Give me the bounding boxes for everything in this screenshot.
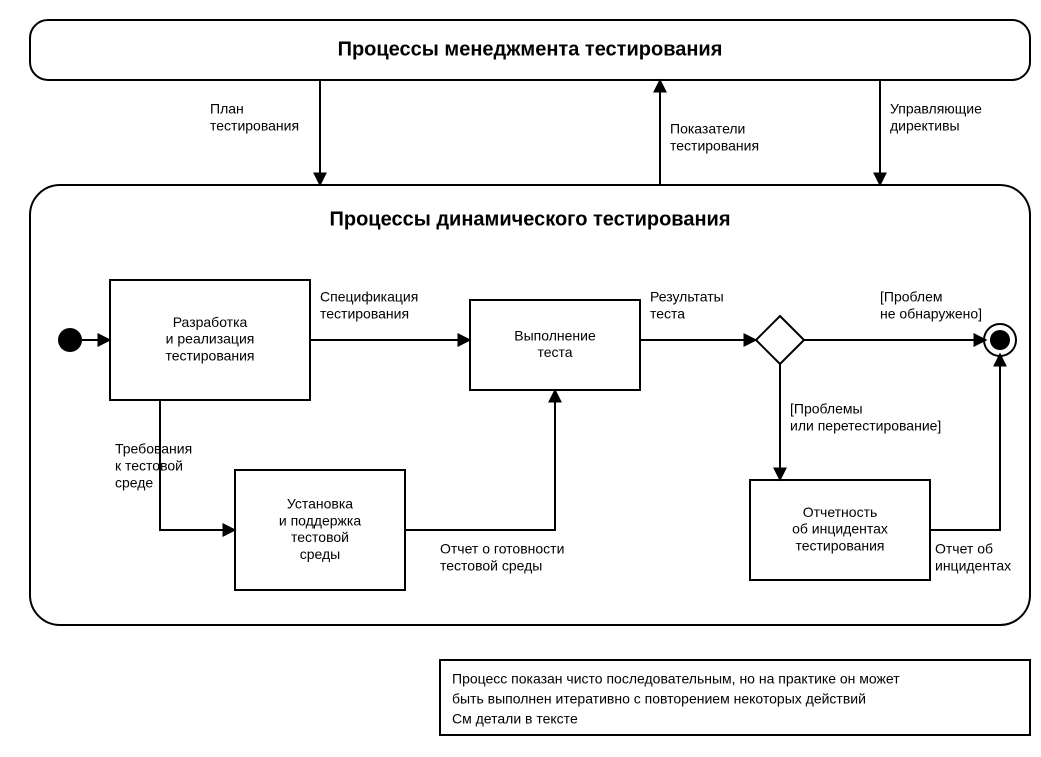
svg-text:к тестовой: к тестовой	[115, 458, 183, 474]
end-node	[990, 330, 1010, 350]
svg-text:Выполнение: Выполнение	[514, 327, 596, 343]
svg-text:и поддержка: и поддержка	[279, 512, 361, 528]
edge-report-end	[930, 354, 1000, 530]
decision-node	[756, 316, 804, 364]
svg-text:тестирования: тестирования	[165, 348, 254, 364]
svg-text:и реализация: и реализация	[166, 331, 255, 347]
svg-text:План: План	[210, 101, 244, 117]
svg-text:[Проблемы: [Проблемы	[790, 401, 863, 417]
svg-text:среды: среды	[300, 546, 341, 562]
svg-text:Разработка: Разработка	[173, 314, 248, 330]
svg-text:Процессы динамического тестиро: Процессы динамического тестирования	[329, 208, 730, 230]
svg-text:Отчет о готовности: Отчет о готовности	[440, 541, 564, 557]
svg-text:теста: теста	[537, 344, 572, 360]
edge-env-exec	[405, 390, 555, 530]
svg-text:Процесс показан чисто последов: Процесс показан чисто последовательным, …	[452, 671, 900, 687]
svg-text:Результаты: Результаты	[650, 289, 724, 305]
svg-text:См детали в тексте: См детали в тексте	[452, 711, 578, 727]
svg-text:или перетестирование]: или перетестирование]	[790, 418, 941, 434]
svg-text:тестирования: тестирования	[670, 138, 759, 154]
svg-text:Спецификация: Спецификация	[320, 289, 418, 305]
svg-text:Показатели: Показатели	[670, 121, 745, 137]
svg-text:Процессы менеджмента тестирова: Процессы менеджмента тестирования	[338, 38, 723, 60]
svg-text:тестирования: тестирования	[795, 538, 884, 554]
svg-text:об инцидентах: об инцидентах	[792, 521, 888, 537]
svg-text:тестовой: тестовой	[291, 529, 349, 545]
start-node	[58, 328, 82, 352]
svg-text:директивы: директивы	[890, 118, 960, 134]
svg-text:инцидентах: инцидентах	[935, 558, 1011, 574]
svg-text:Управляющие: Управляющие	[890, 101, 982, 117]
svg-text:быть выполнен итеративно с пов: быть выполнен итеративно с повторением н…	[452, 691, 866, 707]
svg-text:Отчет об: Отчет об	[935, 541, 993, 557]
svg-text:тестовой среды: тестовой среды	[440, 558, 542, 574]
svg-text:тестирования: тестирования	[320, 306, 409, 322]
svg-text:Установка: Установка	[287, 496, 353, 512]
svg-text:тестирования: тестирования	[210, 118, 299, 134]
svg-text:не обнаружено]: не обнаружено]	[880, 306, 982, 322]
svg-text:Отчетность: Отчетность	[803, 504, 878, 520]
svg-text:теста: теста	[650, 306, 685, 322]
svg-text:среде: среде	[115, 474, 153, 490]
svg-text:Требования: Требования	[115, 441, 192, 457]
svg-text:[Проблем: [Проблем	[880, 289, 943, 305]
